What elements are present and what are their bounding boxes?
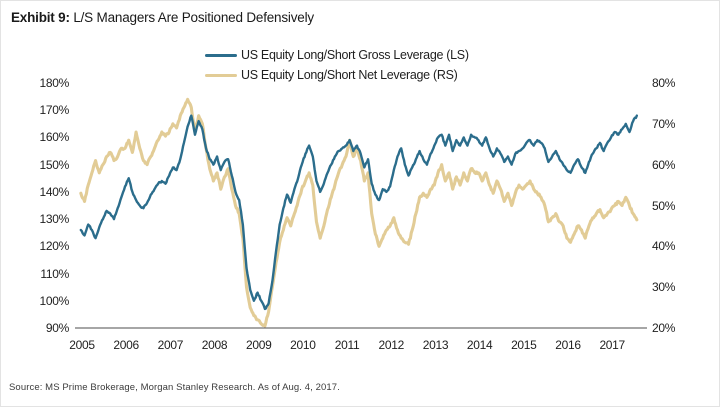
source-note: Source: MS Prime Brokerage, Morgan Stanl…	[9, 382, 340, 393]
x-tick-label-2005: 2005	[69, 338, 95, 352]
exhibit-title-text: L/S Managers Are Positioned Defensively	[73, 10, 314, 25]
y-tick-label-left-150: 150%	[39, 157, 70, 172]
y-tick-label-left-100: 100%	[39, 293, 70, 308]
x-tick-label-2012: 2012	[378, 338, 405, 352]
y-tick-label-right-80: 80%	[652, 76, 676, 90]
x-tick-label-2007: 2007	[157, 338, 184, 352]
net-leverage-line-swatch	[205, 73, 237, 77]
legend-item-net-leverage: US Equity Long/Short Net Leverage (RS)	[205, 65, 469, 85]
y-tick-label-right-60: 60%	[652, 157, 676, 172]
chart-legend: US Equity Long/Short Gross Leverage (LS)…	[205, 45, 469, 85]
legend-label-net: US Equity Long/Short Net Leverage (RS)	[241, 68, 458, 82]
exhibit-title: Exhibit 9: L/S Managers Are Positioned D…	[11, 10, 314, 25]
y-tick-label-left-110: 110%	[40, 266, 69, 281]
x-tick-label-2011: 2011	[334, 338, 360, 352]
gross-leverage-line-swatch	[205, 53, 237, 57]
y-tick-label-right-40: 40%	[652, 239, 676, 254]
y-tick-label-left-160: 160%	[39, 130, 70, 145]
y-tick-label-left-140: 140%	[39, 184, 70, 199]
x-tick-label-2014: 2014	[466, 338, 493, 352]
legend-label-gross: US Equity Long/Short Gross Leverage (LS)	[241, 48, 469, 62]
y-tick-label-left-170: 170%	[39, 103, 70, 118]
net-leverage-line	[79, 97, 639, 328]
gross-leverage-line	[79, 114, 639, 311]
x-tick-label-2015: 2015	[511, 338, 537, 352]
y-tick-label-right-30: 30%	[652, 280, 676, 295]
x-tick-label-2006: 2006	[113, 338, 139, 352]
y-tick-label-right-50: 50%	[652, 198, 676, 213]
y-tick-label-right-20: 20%	[652, 321, 676, 335]
y-tick-label-left-130: 130%	[39, 212, 70, 227]
legend-item-gross-leverage: US Equity Long/Short Gross Leverage (LS)	[205, 45, 469, 65]
x-tick-label-2008: 2008	[201, 338, 228, 352]
exhibit-number-label: Exhibit 9:	[11, 10, 70, 25]
y-tick-label-right-70: 70%	[652, 116, 676, 131]
x-tick-label-2013: 2013	[422, 338, 449, 352]
x-tick-label-2010: 2010	[290, 338, 316, 352]
x-tick-label-2017: 2017	[599, 338, 625, 352]
y-tick-label-left-120: 120%	[39, 239, 70, 254]
x-tick-label-2016: 2016	[555, 338, 581, 352]
y-tick-label-left-180: 180%	[39, 76, 70, 90]
x-tick-label-2009: 2009	[245, 338, 272, 352]
y-tick-label-left-90: 90%	[45, 321, 69, 335]
